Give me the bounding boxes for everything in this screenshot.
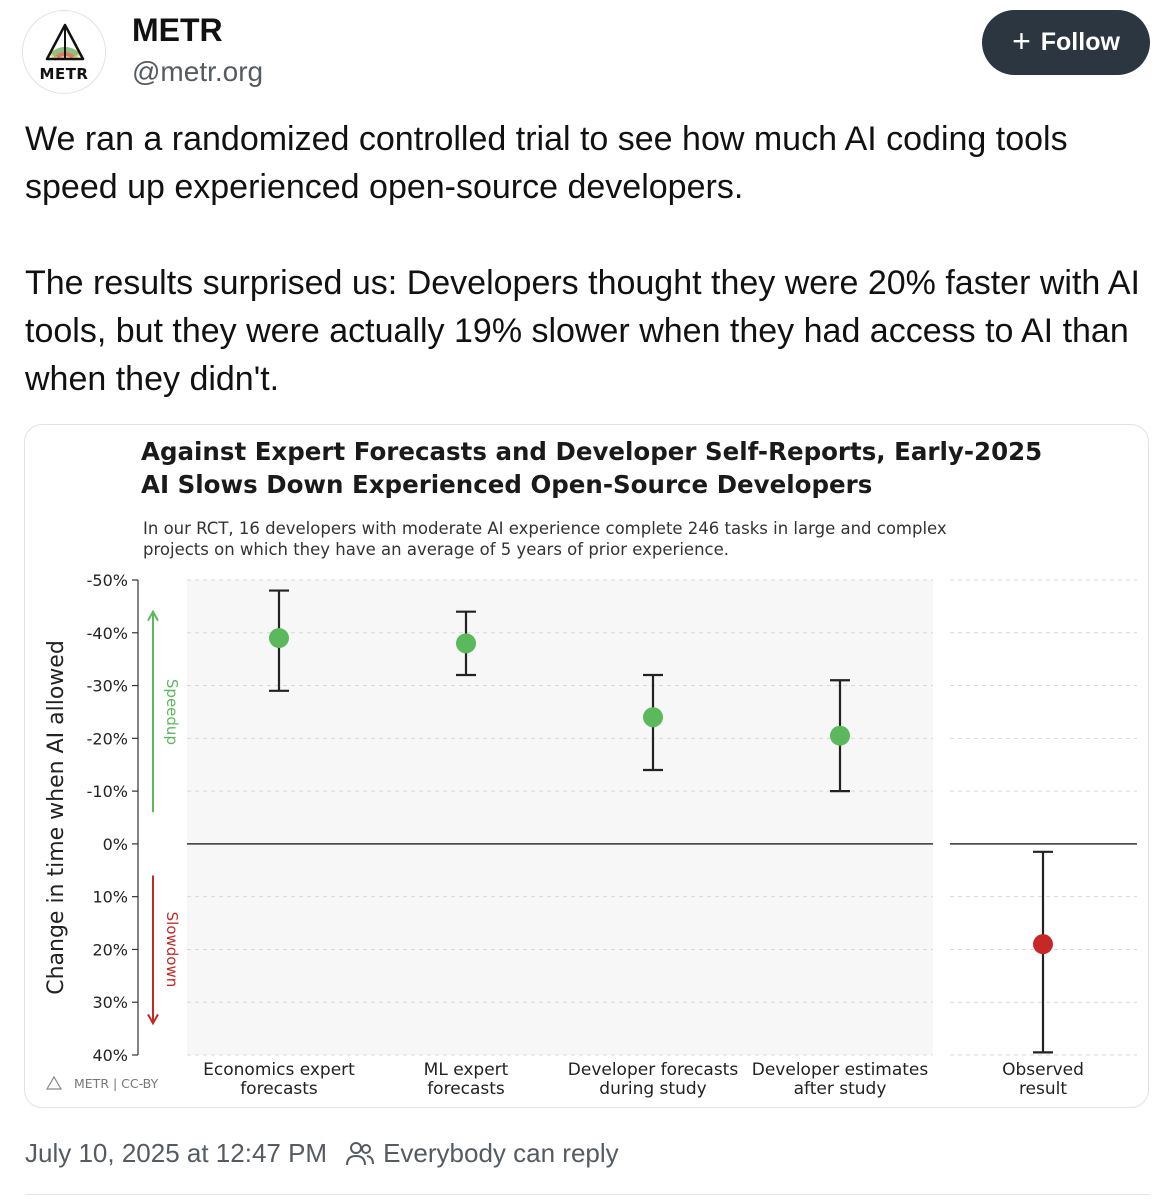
chart: -50% -40% -30% -20% -10% 0% 10% 20% 30% 40% Change… (44, 437, 1137, 1099)
category-label: Observed (1002, 1060, 1084, 1080)
category-label: ML expert (424, 1060, 509, 1080)
y-tick-label: 40% (92, 1046, 128, 1065)
chart-credit: METR | CC-BY (74, 1076, 159, 1091)
chart-subtitle: In our RCT, 16 developers with moderate … (143, 519, 947, 538)
divider (25, 1194, 1150, 1195)
post-paragraph: We ran a randomized controlled trial to … (25, 120, 1068, 206)
speedup-label: Speedup (163, 679, 181, 745)
chart-subtitle: projects on which they have an average o… (143, 540, 729, 559)
y-axis-label: Change in time when AI allowed (44, 640, 69, 995)
follow-button[interactable]: + Follow (982, 10, 1150, 75)
category-label: Developer forecasts (568, 1060, 739, 1080)
author-name[interactable]: METR (132, 12, 223, 48)
chart-title: AI Slows Down Experienced Open-Source De… (141, 470, 872, 499)
slowdown-arrow-head (147, 1013, 159, 1026)
category-label: during study (599, 1079, 706, 1099)
category-label: result (1019, 1079, 1067, 1099)
plus-icon: + (1012, 23, 1031, 59)
data-point (269, 628, 289, 649)
y-tick-label: -40% (87, 624, 128, 643)
metr-logo-icon (45, 23, 85, 61)
y-tick-label: -10% (87, 782, 128, 801)
reply-setting[interactable]: Everybody can reply (383, 1138, 619, 1168)
follow-label: Follow (1040, 28, 1120, 56)
post-footer: July 10, 2025 at 12:47 PM Everybody can … (25, 1138, 619, 1169)
y-tick-label: -50% (87, 571, 128, 590)
author-handle[interactable]: @metr.org (132, 56, 264, 87)
people-icon (346, 1141, 375, 1165)
y-tick-label: 20% (92, 940, 128, 959)
forecast-panel (187, 580, 933, 1055)
metr-credit-icon (45, 1075, 63, 1090)
category-label: forecasts (427, 1079, 505, 1099)
data-point (1033, 934, 1053, 955)
chart-title: Against Expert Forecasts and Developer S… (141, 437, 1042, 466)
data-point (456, 633, 476, 654)
post-text: We ran a randomized controlled trial to … (25, 115, 1150, 403)
y-tick-label: -30% (87, 677, 128, 696)
y-tick-label: 30% (92, 993, 128, 1012)
avatar[interactable]: METR (22, 10, 106, 94)
post-image[interactable]: -50% -40% -30% -20% -10% 0% 10% 20% 30% 40% Change… (24, 424, 1149, 1108)
timestamp[interactable]: July 10, 2025 at 12:47 PM (25, 1138, 328, 1168)
y-tick-label: -20% (87, 729, 128, 748)
slowdown-label: Slowdown (163, 912, 181, 988)
category-label: forecasts (240, 1079, 318, 1099)
category-label: after study (794, 1079, 887, 1099)
data-point (830, 725, 850, 746)
data-point (643, 707, 663, 728)
category-label: Developer estimates (752, 1060, 929, 1080)
avatar-text: METR (39, 65, 89, 83)
y-tick-label: 10% (92, 888, 128, 907)
post-paragraph: The results surprised us: Developers tho… (25, 264, 1140, 398)
y-tick-label: 0% (103, 835, 128, 854)
speedup-arrow-head (147, 609, 159, 622)
category-label: Economics expert (203, 1060, 355, 1080)
